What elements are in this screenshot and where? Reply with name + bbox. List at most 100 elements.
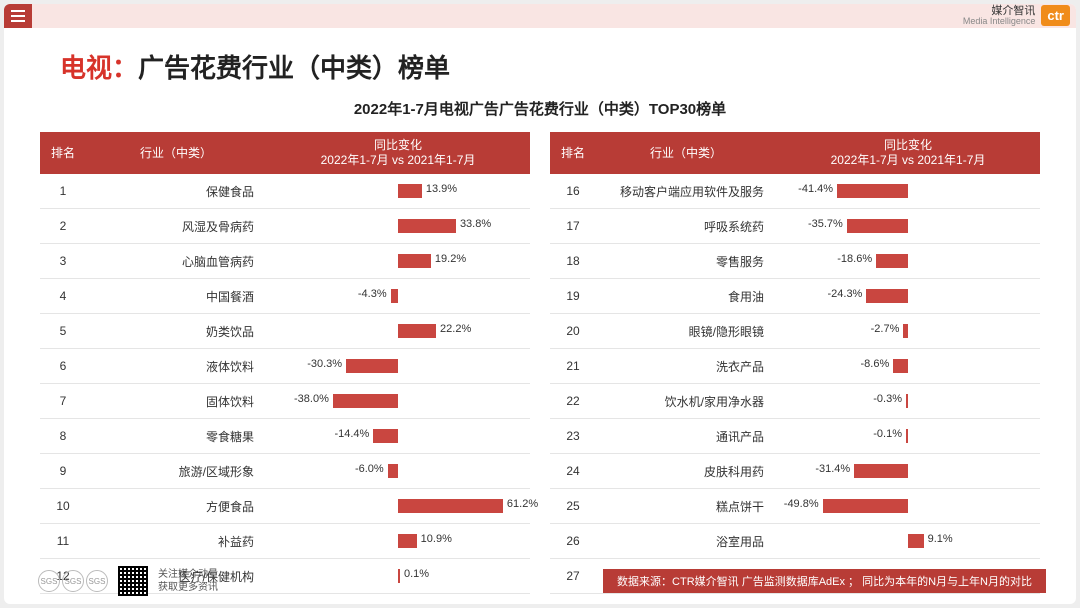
table-row: 20眼镜/隐形眼镜-2.7% xyxy=(550,314,1040,349)
industry-cell: 保健食品 xyxy=(86,174,266,209)
change-label: -18.6% xyxy=(837,253,872,265)
cert-badge: SGS xyxy=(62,570,84,592)
change-bar xyxy=(903,324,908,338)
change-bar-cell: -49.8% xyxy=(776,489,1040,524)
table-row: 25糕点饼干 -49.8% xyxy=(550,489,1040,524)
change-label: -4.3% xyxy=(358,288,387,300)
change-bar-cell: -30.3% xyxy=(266,349,530,384)
change-bar xyxy=(837,184,908,198)
change-label: 22.2% xyxy=(440,323,471,335)
change-bar-cell: -35.7% xyxy=(776,209,1040,244)
table-row: 2风湿及骨病药33.8% xyxy=(40,209,530,244)
change-bar-cell: 22.2% xyxy=(266,314,530,349)
brand-en: Media Intelligence xyxy=(963,17,1036,27)
change-bar-cell: -14.4% xyxy=(266,419,530,454)
industry-cell: 洗衣产品 xyxy=(596,349,776,384)
industry-cell: 皮肤科用药 xyxy=(596,454,776,489)
change-bar-cell: -0.3% xyxy=(776,384,1040,419)
change-label: -49.8% xyxy=(784,498,819,510)
table-row: 11补益药10.9% xyxy=(40,524,530,559)
th-change: 同比变化 2022年1-7月 vs 2021年1-7月 xyxy=(776,132,1040,174)
industry-cell: 食用油 xyxy=(596,279,776,314)
change-bar xyxy=(908,534,924,548)
industry-cell: 零售服务 xyxy=(596,244,776,279)
change-bar xyxy=(373,429,398,443)
change-bar-cell: -2.7% xyxy=(776,314,1040,349)
change-label: -14.4% xyxy=(334,428,369,440)
change-label: -24.3% xyxy=(827,288,862,300)
table-row: 6液体饮料 -30.3% xyxy=(40,349,530,384)
change-bar xyxy=(906,429,908,443)
rank-cell: 1 xyxy=(40,174,86,209)
menu-button[interactable] xyxy=(4,4,32,28)
change-label: -31.4% xyxy=(815,463,850,475)
change-label: 33.8% xyxy=(460,218,491,230)
change-bar xyxy=(906,394,908,408)
change-bar xyxy=(398,324,436,338)
change-label: 10.9% xyxy=(421,533,452,545)
table-row: 23通讯产品-0.1% xyxy=(550,419,1040,454)
industry-cell: 移动客户端应用软件及服务 xyxy=(596,174,776,209)
cert-badge: SGS xyxy=(86,570,108,592)
topbar: 媒介智讯 Media Intelligence ctr xyxy=(4,4,1076,28)
table-row: 21洗衣产品-8.6% xyxy=(550,349,1040,384)
rank-cell: 24 xyxy=(550,454,596,489)
table-area: 排名 行业（中类） 同比变化 2022年1-7月 vs 2021年1-7月 1保… xyxy=(40,132,1040,604)
industry-cell: 固体饮料 xyxy=(86,384,266,419)
industry-cell: 呼吸系统药 xyxy=(596,209,776,244)
table-row: 10方便食品61.2% xyxy=(40,489,530,524)
th-change: 同比变化 2022年1-7月 vs 2021年1-7月 xyxy=(266,132,530,174)
change-bar xyxy=(847,219,908,233)
table-row: 24皮肤科用药 -31.4% xyxy=(550,454,1040,489)
change-bar-cell: -38.0% xyxy=(266,384,530,419)
change-label: -0.3% xyxy=(873,393,902,405)
left-table: 排名 行业（中类） 同比变化 2022年1-7月 vs 2021年1-7月 1保… xyxy=(40,132,530,604)
th-change-l2: 2022年1-7月 vs 2021年1-7月 xyxy=(780,153,1036,168)
rank-cell: 25 xyxy=(550,489,596,524)
rank-cell: 7 xyxy=(40,384,86,419)
th-rank: 排名 xyxy=(550,132,596,174)
table-row: 8零食糖果-14.4% xyxy=(40,419,530,454)
industry-cell: 奶类饮品 xyxy=(86,314,266,349)
qr-caption: 关注媒介动量 获取更多资讯 xyxy=(158,568,218,594)
rank-cell: 26 xyxy=(550,524,596,559)
table-row: 1保健食品13.9% xyxy=(40,174,530,209)
industry-cell: 眼镜/隐形眼镜 xyxy=(596,314,776,349)
rank-cell: 23 xyxy=(550,419,596,454)
industry-cell: 旅游/区域形象 xyxy=(86,454,266,489)
qr-line2: 获取更多资讯 xyxy=(158,581,218,594)
rank-cell: 6 xyxy=(40,349,86,384)
rank-cell: 16 xyxy=(550,174,596,209)
change-bar xyxy=(823,499,908,513)
subtitle: 2022年1-7月电视广告广告花费行业（中类）TOP30榜单 xyxy=(4,98,1076,119)
change-bar xyxy=(398,534,417,548)
industry-cell: 液体饮料 xyxy=(86,349,266,384)
industry-cell: 通讯产品 xyxy=(596,419,776,454)
table-row: 16移动客户端应用软件及服务-41.4% xyxy=(550,174,1040,209)
rank-cell: 9 xyxy=(40,454,86,489)
th-change-l2: 2022年1-7月 vs 2021年1-7月 xyxy=(270,153,526,168)
change-bar-cell: -18.6% xyxy=(776,244,1040,279)
th-industry: 行业（中类） xyxy=(86,132,266,174)
rank-cell: 22 xyxy=(550,384,596,419)
change-label: -30.3% xyxy=(307,358,342,370)
rank-cell: 5 xyxy=(40,314,86,349)
change-bar-cell: 19.2% xyxy=(266,244,530,279)
change-bar-cell: 13.9% xyxy=(266,174,530,209)
change-label: 9.1% xyxy=(418,603,443,604)
change-label: 9.1% xyxy=(928,533,953,545)
table-row: 7固体饮料 -38.0% xyxy=(40,384,530,419)
table-row: 5奶类饮品 22.2% xyxy=(40,314,530,349)
rank-cell: 3 xyxy=(40,244,86,279)
change-bar xyxy=(866,289,908,303)
title-rest: 广告花费行业（中类）榜单 xyxy=(138,53,450,83)
rank-cell: 10 xyxy=(40,489,86,524)
brand-logo: ctr xyxy=(1041,5,1070,26)
change-label: -38.0% xyxy=(294,393,329,405)
rank-cell: 17 xyxy=(550,209,596,244)
change-label: -8.6% xyxy=(861,358,890,370)
industry-cell: 风湿及骨病药 xyxy=(86,209,266,244)
title-prefix: 电视： xyxy=(60,53,138,83)
rank-cell: 18 xyxy=(550,244,596,279)
industry-cell: 糕点饼干 xyxy=(596,489,776,524)
